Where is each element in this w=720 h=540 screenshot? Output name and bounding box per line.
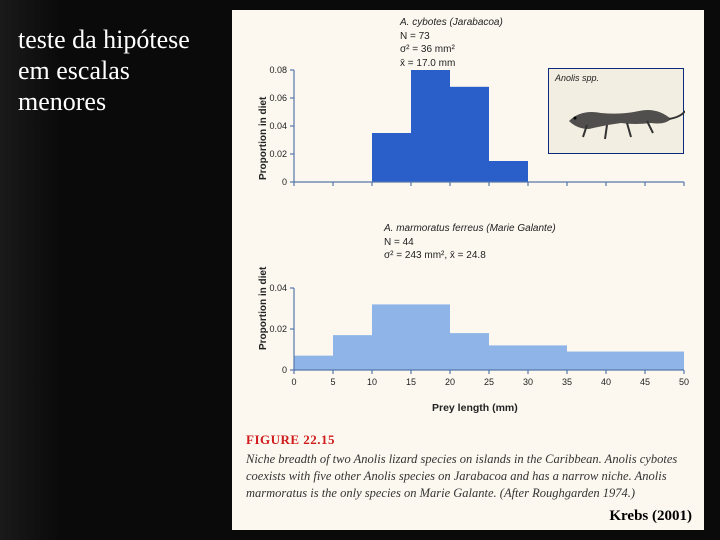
- svg-text:0.08: 0.08: [269, 65, 287, 75]
- svg-text:20: 20: [445, 377, 455, 387]
- svg-text:50: 50: [679, 377, 689, 387]
- citation: Krebs (2001): [605, 507, 696, 526]
- svg-text:25: 25: [484, 377, 494, 387]
- svg-text:0: 0: [282, 365, 287, 375]
- xlabel: Prey length (mm): [432, 402, 518, 414]
- svg-text:30: 30: [523, 377, 533, 387]
- bottom-histogram: 0 0.02 0.04 0 5 10 15 20 25 30 35 40 45 50: [232, 268, 704, 398]
- svg-text:0.04: 0.04: [269, 121, 287, 131]
- bottom-chart-stats: A. marmoratus ferreus (Marie Galante) N …: [384, 222, 556, 263]
- svg-text:35: 35: [562, 377, 572, 387]
- svg-text:0: 0: [291, 377, 296, 387]
- svg-text:0.04: 0.04: [269, 283, 287, 293]
- slide-title: teste da hipótese em escalas menores: [18, 24, 198, 118]
- svg-text:15: 15: [406, 377, 416, 387]
- svg-text:0.02: 0.02: [269, 149, 287, 159]
- svg-text:10: 10: [367, 377, 377, 387]
- svg-text:0.02: 0.02: [269, 324, 287, 334]
- figure-caption: FIGURE 22.15 Niche breadth of two Anolis…: [246, 432, 686, 502]
- top-histogram: 0 0.02 0.04 0.06 0.08: [232, 50, 704, 210]
- figure-panel: A. cybotes (Jarabacoa) N = 73 σ² = 36 mm…: [232, 10, 704, 530]
- svg-text:0.06: 0.06: [269, 93, 287, 103]
- svg-text:0: 0: [282, 177, 287, 187]
- svg-text:45: 45: [640, 377, 650, 387]
- svg-text:40: 40: [601, 377, 611, 387]
- figure-label: FIGURE 22.15: [246, 432, 686, 448]
- svg-text:5: 5: [330, 377, 335, 387]
- figure-text: Niche breadth of two Anolis lizard speci…: [246, 451, 686, 502]
